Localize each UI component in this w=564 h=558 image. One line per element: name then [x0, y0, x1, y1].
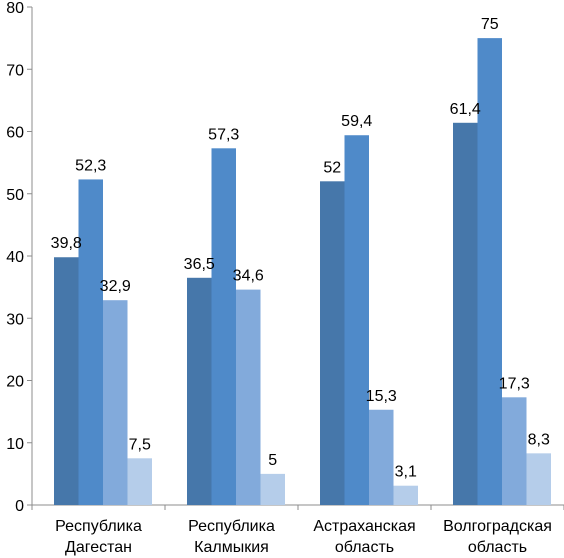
y-tick-label: 40 — [6, 249, 24, 266]
bar — [477, 38, 502, 505]
category-label: Дагестан — [65, 539, 132, 556]
y-tick-label: 50 — [6, 187, 24, 204]
bar — [54, 257, 79, 505]
y-tick-label: 10 — [6, 436, 24, 453]
y-tick-label: 70 — [6, 62, 24, 79]
bar — [393, 485, 418, 505]
bar — [260, 473, 285, 505]
category-label: Волгоградская — [443, 518, 552, 535]
data-label: 8,3 — [528, 431, 550, 448]
data-label: 17,3 — [499, 375, 530, 392]
category-label: область — [335, 539, 394, 556]
bar — [502, 397, 527, 505]
bar — [103, 300, 128, 505]
bar — [453, 122, 478, 505]
data-label: 59,4 — [341, 113, 372, 130]
data-label: 52,3 — [75, 157, 106, 174]
y-tick-label: 30 — [6, 311, 24, 328]
bar — [78, 179, 103, 505]
category-label: Астраханская — [313, 518, 415, 535]
bar — [344, 135, 369, 506]
data-label: 34,6 — [233, 268, 264, 285]
data-label: 57,3 — [208, 126, 239, 143]
data-label: 15,3 — [366, 388, 397, 405]
category-label: Республика — [188, 518, 275, 535]
category-label: область — [468, 539, 527, 556]
y-tick-label: 80 — [6, 0, 24, 17]
data-label: 32,9 — [100, 278, 131, 295]
y-tick-label: 0 — [15, 498, 24, 515]
y-tick-label: 60 — [6, 125, 24, 142]
data-label: 5 — [268, 452, 277, 469]
data-label: 7,5 — [129, 436, 151, 453]
bar — [211, 148, 236, 505]
y-axis: 0 10 20 30 40 50 60 70 80 — [6, 0, 33, 515]
x-axis — [31, 504, 564, 510]
data-label: 3,1 — [395, 464, 417, 481]
data-label: 52 — [323, 159, 341, 176]
data-label: 36,5 — [184, 256, 215, 273]
category-label: Калмыкия — [194, 539, 269, 556]
data-label: 75 — [481, 16, 499, 33]
data-labels: 39,8 36,5 52 61,4 52,3 57,3 59,4 75 32,9 34,6 15,3… — [51, 16, 550, 481]
data-label: 39,8 — [51, 235, 82, 252]
bar — [320, 181, 345, 506]
data-label: 61,4 — [450, 101, 481, 118]
category-label: Республика — [55, 518, 142, 535]
bar — [187, 277, 212, 505]
category-labels: Республика Дагестан Республика Калмыкия Астр… — [55, 518, 552, 556]
y-tick-label: 20 — [6, 374, 24, 391]
bars — [54, 38, 551, 506]
bar — [526, 453, 551, 505]
bar — [127, 458, 152, 505]
bar — [236, 289, 261, 505]
bar — [369, 409, 394, 505]
